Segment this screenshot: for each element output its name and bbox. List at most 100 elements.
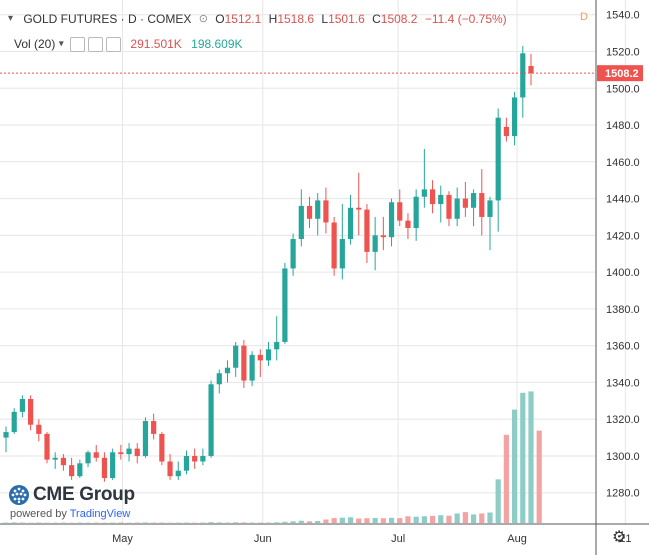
candle-body [528, 66, 534, 74]
x-tick-label: 21 [619, 533, 631, 545]
candle-body [380, 235, 386, 238]
candle-body [503, 126, 509, 137]
volume-bar [421, 516, 427, 523]
volume-bar [216, 522, 222, 523]
candle-body [101, 457, 108, 479]
volume-bar [446, 515, 452, 523]
candle-body [85, 452, 91, 464]
volume-bar [397, 518, 403, 523]
volume-bar [274, 522, 280, 523]
candle-body [265, 349, 272, 361]
candle-body [183, 455, 190, 471]
volume-legend: Vol (20) ▾ 291.501K 198.609K [14, 36, 243, 53]
y-tick-label: 1380.0 [606, 304, 640, 316]
candle-body [429, 189, 436, 205]
volume-bar [11, 522, 17, 523]
y-tick-label: 1540.0 [606, 10, 640, 22]
candle-body [224, 367, 231, 374]
close-icon[interactable] [106, 37, 122, 53]
candle-body [462, 198, 468, 208]
eye-icon[interactable]: ⊙ [198, 13, 208, 26]
settings-icon[interactable] [70, 37, 86, 53]
eye-icon[interactable] [88, 37, 104, 53]
volume-bar [306, 521, 313, 523]
candle-body [167, 461, 173, 477]
candle-body [110, 452, 116, 479]
candle-body [298, 205, 304, 240]
y-tick-label: 1340.0 [606, 377, 640, 389]
candle-body [397, 202, 403, 221]
cme-group-logo: CME Group [8, 484, 135, 511]
candle-body [421, 189, 427, 197]
y-tick-label: 1500.0 [606, 83, 640, 95]
volume-bar [323, 519, 329, 523]
volume-bar [495, 479, 501, 523]
volume-bar [487, 512, 493, 523]
y-tick-label: 1360.0 [606, 341, 640, 353]
candle-body [19, 398, 26, 412]
x-tick-label: Jun [254, 533, 272, 545]
candle-body [93, 452, 99, 458]
candle-body [60, 457, 67, 466]
candle-body [479, 193, 485, 217]
volume-bar [454, 513, 460, 523]
volume-bar [462, 512, 468, 523]
logo-text: CME Group [33, 484, 135, 505]
x-tick-label: Aug [507, 533, 527, 545]
candle-body [339, 239, 345, 269]
candle-body [208, 384, 214, 456]
change-value: −11.4 (−0.75%) [424, 11, 507, 26]
high-value: 1518.6 [277, 11, 315, 26]
candle-body [36, 424, 42, 434]
candle-body [405, 220, 411, 228]
volume-bar [290, 521, 296, 523]
chevron-down-icon[interactable]: ▾ [58, 38, 64, 50]
volume-ma-value: 198.609K [191, 36, 243, 51]
candle-body [241, 345, 247, 381]
chevron-down-icon[interactable]: ▾ [8, 13, 14, 25]
volume-bar [298, 520, 304, 523]
candle-body [151, 421, 157, 434]
volume-bar [380, 518, 386, 523]
tradingview-link[interactable]: TradingView [69, 508, 131, 520]
y-tick-label: 1280.0 [606, 488, 640, 500]
volume-bar [339, 517, 345, 523]
candle-body [487, 200, 493, 217]
volume-bar [479, 513, 485, 523]
candle-body [323, 200, 329, 223]
volume-bar [282, 521, 288, 523]
open-value: 1512.1 [224, 11, 262, 26]
powered-by[interactable]: powered by TradingView [10, 508, 130, 520]
price-candles [3, 45, 534, 482]
candle-body [159, 433, 165, 462]
symbol-legend: ▾ GOLD FUTURES · D · COMEX ⊙ O1512.1 H15… [8, 11, 507, 26]
volume-bar [331, 518, 337, 523]
y-tick-label: 1520.0 [606, 46, 640, 58]
volume-bar [413, 516, 419, 523]
candle-body [118, 452, 124, 455]
volume-bar [356, 518, 362, 523]
close-value: 1508.2 [380, 11, 418, 26]
volume-bar [208, 522, 214, 523]
volume-bar [233, 522, 239, 523]
low-value: 1501.6 [328, 11, 365, 26]
volume-bar [388, 517, 395, 523]
candle-body [388, 202, 395, 238]
volume-value: 291.501K [130, 36, 182, 51]
settings-gear-icon[interactable]: ⚙ [612, 529, 627, 546]
candle-body [249, 354, 255, 381]
high-label: H [268, 11, 278, 26]
volume-bar [528, 391, 534, 523]
candle-body [216, 373, 222, 385]
candle-body [470, 193, 477, 208]
volume-label: Vol (20) [14, 36, 56, 51]
volume-bar [241, 522, 247, 523]
candle-body [438, 194, 444, 205]
candle-body [3, 432, 9, 438]
candle-body [495, 117, 501, 201]
symbol-title: GOLD FUTURES · D · COMEX [23, 11, 192, 26]
candle-body [52, 457, 58, 460]
volume-bar [429, 515, 436, 523]
